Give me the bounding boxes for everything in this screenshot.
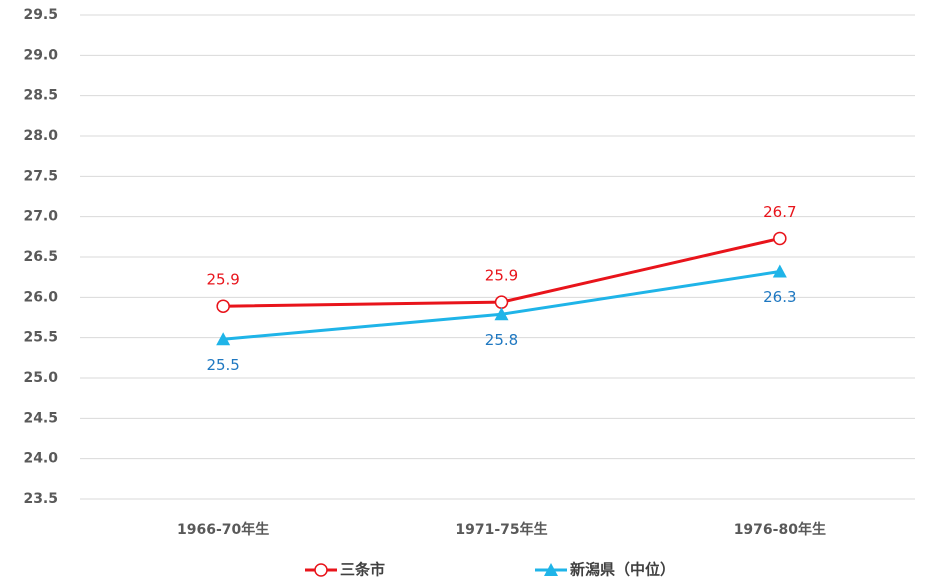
x-tick-label: 1976-80年生 bbox=[734, 521, 826, 538]
x-tick-label: 1971-75年生 bbox=[455, 521, 547, 538]
y-tick-label: 26.0 bbox=[23, 289, 58, 305]
point bbox=[216, 299, 230, 313]
value-label: 25.9 bbox=[485, 267, 518, 285]
value-label: 26.7 bbox=[763, 203, 796, 221]
y-tick-label: 28.0 bbox=[23, 128, 58, 144]
point bbox=[216, 332, 231, 346]
y-tick-label: 24.5 bbox=[23, 410, 58, 426]
legend-label: 新潟県（中位） bbox=[570, 561, 675, 579]
legend-marker bbox=[314, 563, 328, 577]
value-label: 26.3 bbox=[763, 288, 796, 306]
y-tick-label: 25.0 bbox=[23, 370, 58, 386]
point bbox=[772, 264, 787, 278]
x-tick-label: 1966-70年生 bbox=[177, 521, 269, 538]
y-tick-label: 27.5 bbox=[23, 168, 58, 184]
y-tick-label: 25.5 bbox=[23, 330, 58, 346]
point bbox=[773, 231, 787, 246]
y-tick-label: 23.5 bbox=[23, 491, 58, 507]
legend-label: 三条市 bbox=[340, 561, 385, 579]
y-tick-label: 29.5 bbox=[23, 7, 58, 23]
legend-marker bbox=[544, 563, 558, 576]
y-tick-label: 27.0 bbox=[23, 209, 58, 225]
value-label: 25.5 bbox=[206, 356, 239, 374]
y-tick-label: 26.5 bbox=[23, 249, 58, 265]
y-tick-label: 24.0 bbox=[23, 451, 58, 467]
y-tick-label: 28.5 bbox=[23, 88, 58, 104]
point bbox=[494, 307, 509, 321]
y-tick-label: 29.0 bbox=[23, 47, 58, 63]
point bbox=[494, 295, 509, 309]
value-label: 25.8 bbox=[485, 331, 518, 349]
value-label: 25.9 bbox=[206, 271, 239, 289]
